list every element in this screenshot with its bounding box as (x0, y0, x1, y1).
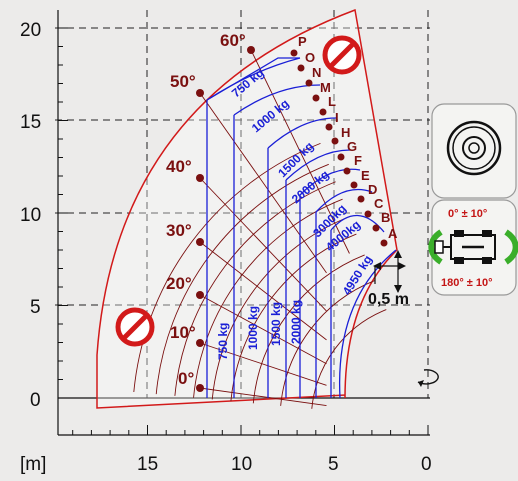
boom-position-dot (364, 210, 372, 218)
boom-extension-arc (174, 181, 336, 396)
boom-angle-line (199, 342, 327, 386)
scale-marker (373, 250, 406, 293)
boom-label-n: N (312, 65, 321, 80)
boom-label-i: I (335, 110, 339, 125)
boom-position-dot (297, 64, 305, 72)
angle-dot-40 (196, 174, 204, 182)
load-vert-1500: 1500 kg (269, 302, 283, 346)
boom-position-dot (305, 79, 313, 87)
boom-label-o: O (305, 50, 315, 65)
boom-extension-arc (155, 163, 329, 395)
boom-position-dot (372, 224, 380, 232)
boom-position-labels: A B C D E F G H I L M N O P (298, 34, 398, 241)
boom-position-dot (290, 49, 298, 57)
load-line-inner (338, 249, 397, 399)
x-tick-labels: [m] 15 10 5 0 (20, 454, 432, 475)
boom-position-dot (337, 153, 345, 161)
boom-position-dot (343, 167, 351, 175)
boom-label-a: A (388, 226, 398, 241)
boom-label-p: P (298, 34, 307, 49)
angle-labels: 0° 10° 20° 30° 40° 50° 60° (166, 31, 255, 392)
boom-angle-line (199, 92, 327, 274)
boom-angle-line (199, 177, 327, 312)
boom-grid (133, 49, 387, 409)
boom-label-b: B (381, 210, 390, 225)
boom-angle-line (199, 387, 327, 407)
x-tick-0: 0 (421, 454, 432, 475)
boom-position-dot (380, 239, 388, 247)
boom-extension-arc (311, 309, 387, 409)
boom-label-e: E (361, 168, 370, 183)
tire-icon (446, 120, 502, 176)
vertical-load-labels: 750 kg 1000 kg 1500 kg 2000 kg (216, 300, 303, 360)
boom-position-dot (350, 181, 358, 189)
load-line-arc (299, 168, 361, 196)
no-entry-icon (115, 307, 155, 347)
boom-extension-arc (211, 216, 350, 400)
boom-position-dot (331, 137, 339, 145)
no-entry-icon (322, 35, 362, 75)
boom-label-h: H (341, 125, 350, 140)
angle-dot-10 (196, 339, 204, 347)
boom-position-dot (325, 123, 333, 131)
x-tick-10: 10 (231, 454, 252, 475)
scale-label: 0,5 m (368, 291, 409, 308)
load-line-arc (267, 117, 337, 149)
angle-dot-50 (196, 89, 204, 97)
y-tick-labels: 20 15 10 5 0 (20, 20, 41, 411)
load-vert-2000: 2000 kg (289, 300, 303, 344)
load-line-arc (315, 188, 373, 213)
boom-extension-arc (133, 142, 321, 393)
y-tick-10: 10 (20, 205, 41, 226)
load-lines (206, 57, 397, 399)
angle-dot-30 (196, 238, 204, 246)
boom-label-d: D (368, 182, 377, 197)
angle-dot-20 (196, 291, 204, 299)
boom-position-dot (312, 94, 320, 102)
y-tick-15: 15 (20, 112, 41, 133)
boom-label-c: C (374, 196, 384, 211)
angle-dot-60 (247, 46, 255, 54)
axis-ticks (58, 27, 429, 435)
boom-position-dot (319, 108, 327, 116)
load-vert-750: 750 kg (216, 323, 230, 360)
load-line-arc (285, 149, 351, 181)
boom-extension-arc (280, 280, 375, 406)
boom-extension-arc (252, 254, 365, 404)
unit-label: [m] (20, 454, 46, 475)
axes-frame (57, 10, 430, 436)
rotation-card: 0° ± 10° 180° ± 10° (428, 199, 518, 296)
wheel-card (431, 103, 517, 199)
load-vert-1000: 1000 kg (246, 306, 260, 350)
angle-30: 30° (166, 221, 192, 240)
x-tick-5: 5 (328, 454, 339, 475)
angle-0: 0° (178, 369, 194, 388)
angle-dot-0 (196, 384, 204, 392)
rotation-top-text: 0° ± 10° (448, 208, 487, 220)
rotation-arrow-icon (417, 369, 439, 387)
boom-extension-arc (193, 198, 343, 398)
boom-angle-line (199, 241, 327, 341)
boom-label-g: G (347, 139, 357, 154)
angle-60: 60° (220, 31, 246, 50)
angle-20: 20° (166, 274, 192, 293)
angle-40: 40° (166, 157, 192, 176)
y-tick-20: 20 (20, 20, 41, 41)
angle-10: 10° (170, 323, 196, 342)
load-line-top (206, 57, 300, 101)
boom-label-m: M (320, 80, 331, 95)
y-tick-0: 0 (30, 390, 41, 411)
angle-50: 50° (170, 72, 196, 91)
x-tick-15: 15 (137, 454, 158, 475)
boom-position-dot (357, 195, 365, 203)
rotation-bottom-text: 180° ± 10° (441, 277, 493, 289)
y-tick-5: 5 (30, 297, 41, 318)
boom-label-f: F (354, 153, 362, 168)
boom-position-dots (290, 49, 388, 247)
chassis-icon (428, 229, 518, 265)
boom-label-l: L (328, 94, 336, 109)
